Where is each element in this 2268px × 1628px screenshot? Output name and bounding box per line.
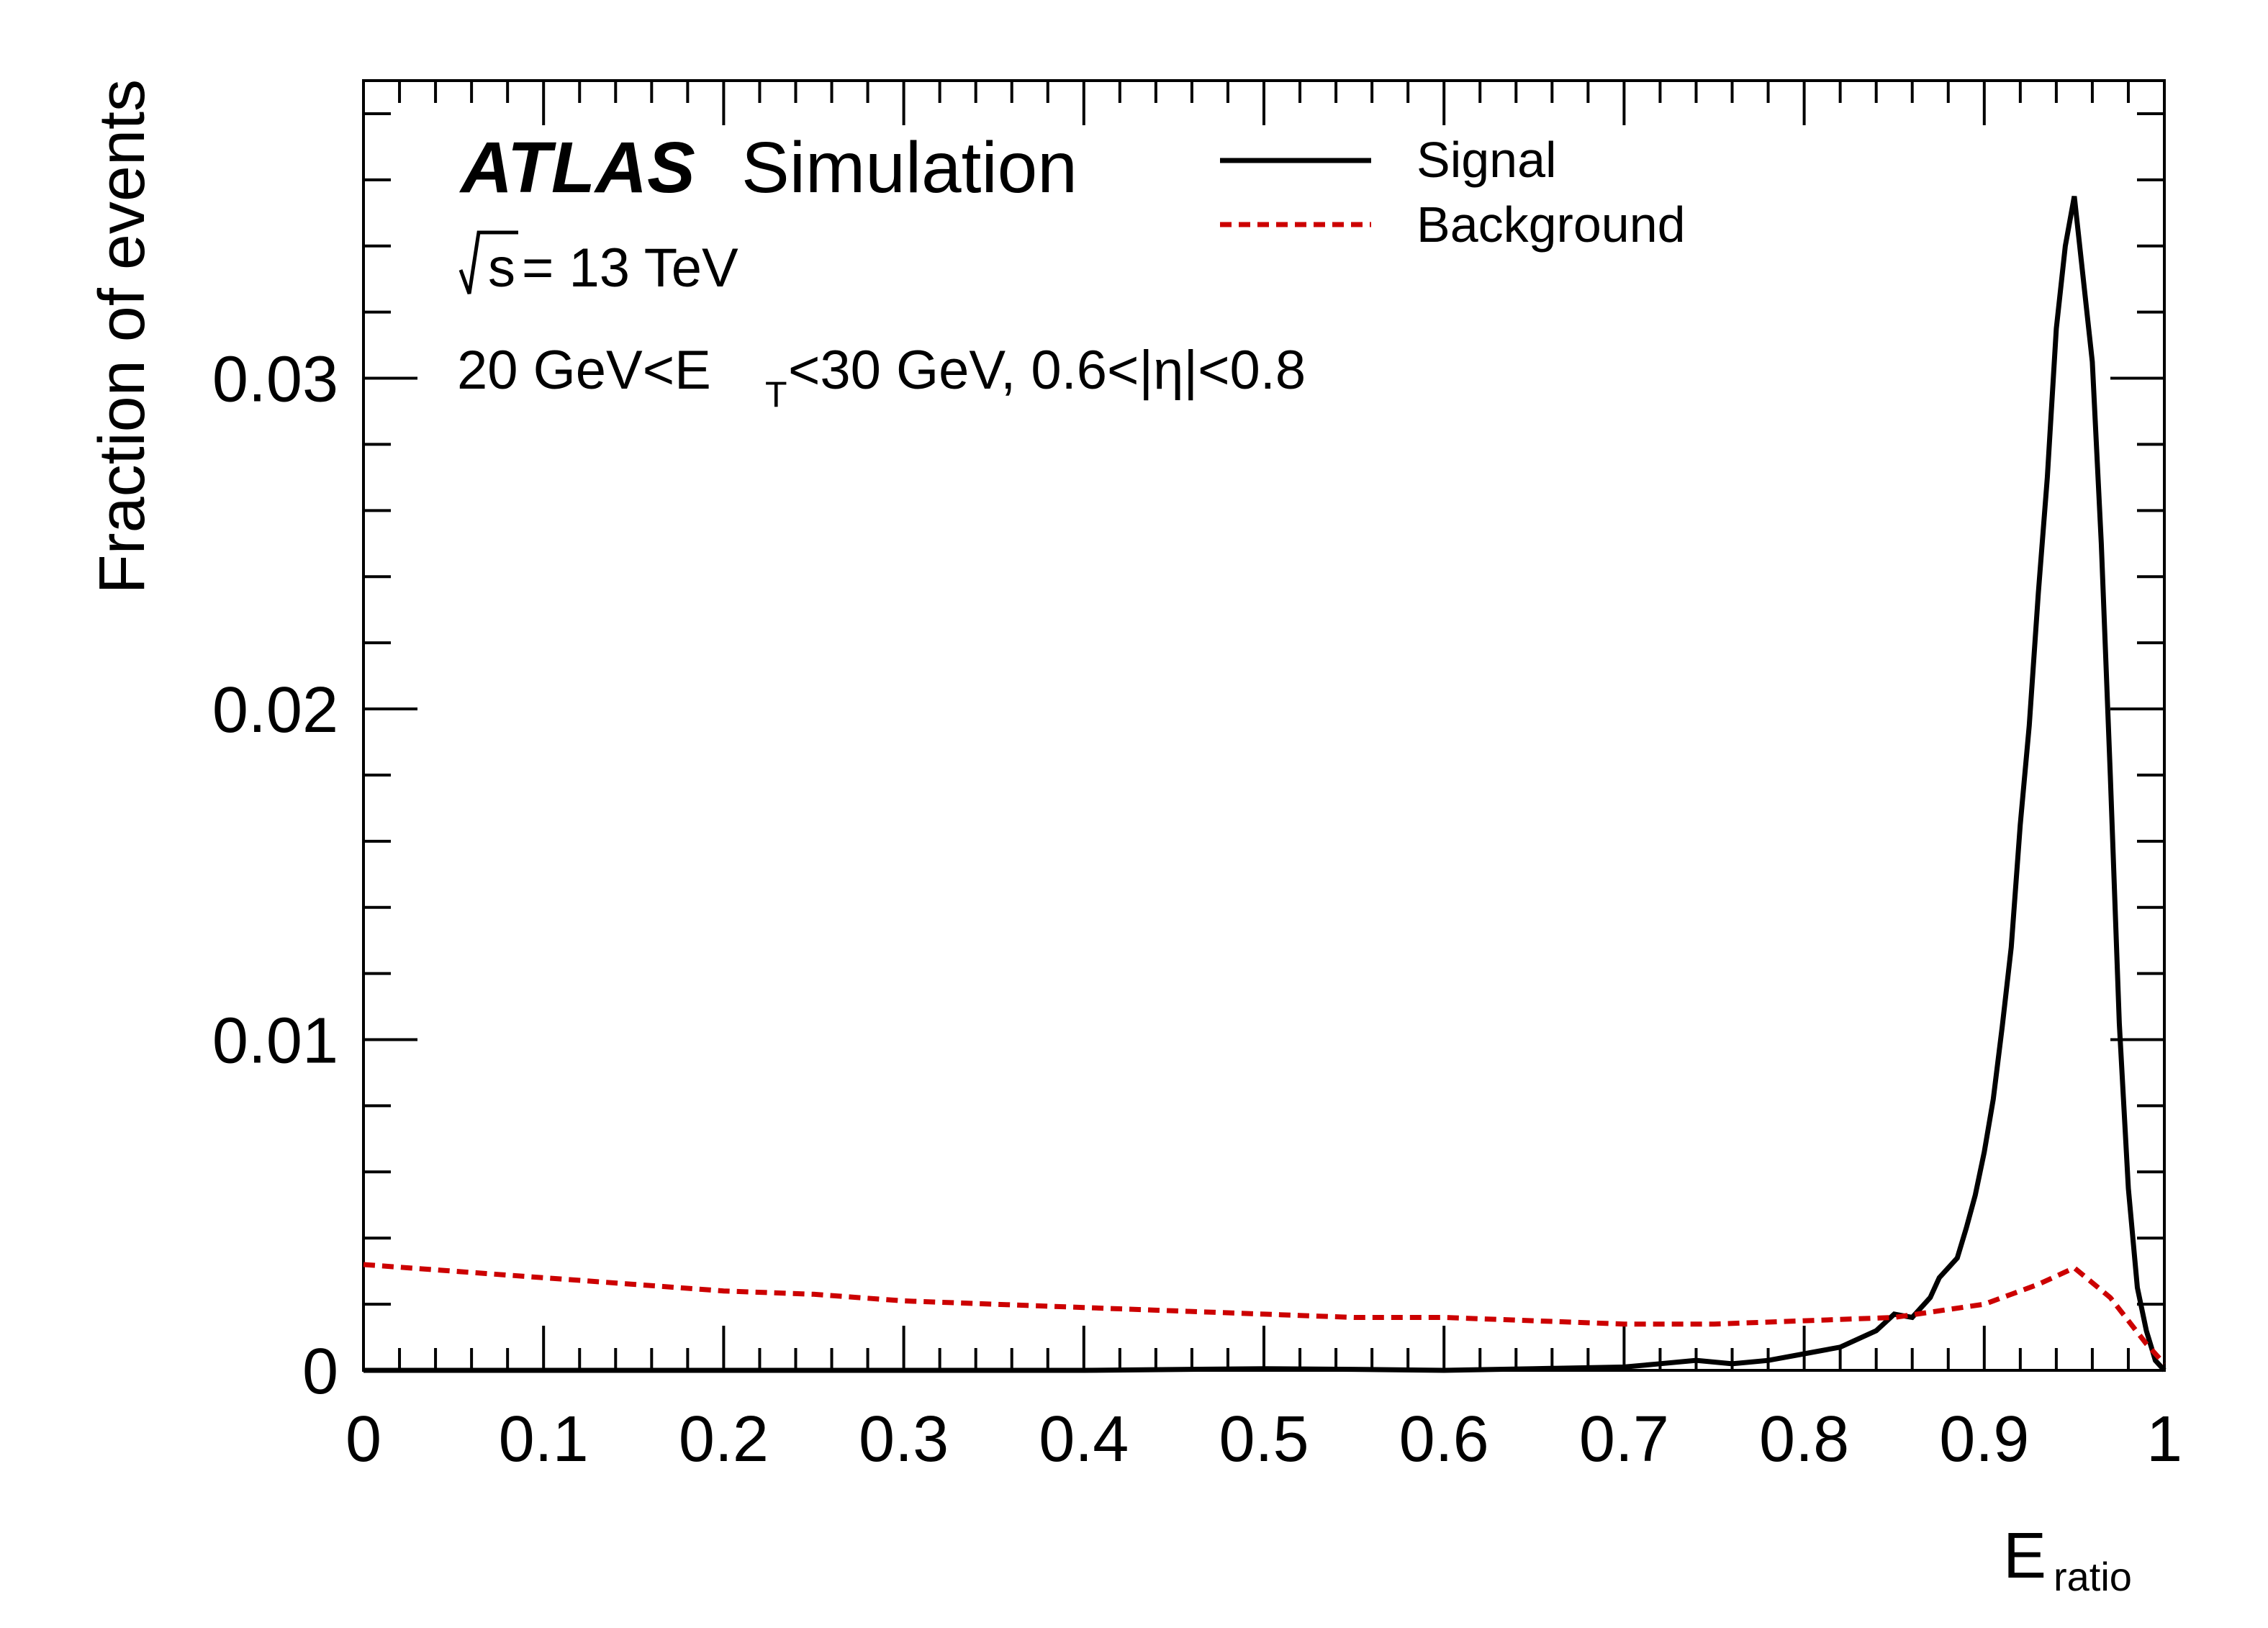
y-axis-title: Fraction of events bbox=[86, 79, 158, 594]
energy-label: s = 13 TeV bbox=[458, 230, 738, 299]
x-tick-label: 0 bbox=[345, 1403, 381, 1475]
x-tick-label: 0.3 bbox=[859, 1403, 949, 1475]
energy-s: s bbox=[488, 238, 515, 299]
x-tick-label: 0.8 bbox=[1759, 1403, 1849, 1475]
x-tick-label: 1 bbox=[2146, 1403, 2182, 1475]
cut-label-sub: T bbox=[765, 374, 787, 415]
cut-label-part1: 20 GeV<E bbox=[457, 340, 711, 401]
x-tick-label: 0.5 bbox=[1219, 1403, 1309, 1475]
legend: Signal Background bbox=[1220, 132, 1686, 253]
y-tick-label: 0.01 bbox=[212, 1005, 338, 1077]
x-axis-title: E ratio bbox=[2003, 1520, 2132, 1599]
x-axis-title-sub: ratio bbox=[2054, 1554, 2132, 1599]
series-layer bbox=[363, 196, 2167, 1373]
x-axis-title-main: E bbox=[2003, 1520, 2046, 1592]
series-line-signal bbox=[363, 196, 2167, 1373]
series-line-background bbox=[363, 1262, 2167, 1366]
x-tick-label: 0.4 bbox=[1039, 1403, 1129, 1475]
y-tick-label: 0 bbox=[302, 1336, 338, 1408]
atlas-experiment: ATLAS bbox=[458, 127, 695, 208]
x-tick-label: 0.2 bbox=[679, 1403, 769, 1475]
y-tick-label: 0.02 bbox=[212, 674, 338, 746]
x-tick-label: 0.9 bbox=[1939, 1403, 2029, 1475]
cut-label: 20 GeV<E T <30 GeV, 0.6<|η|<0.8 bbox=[457, 340, 1306, 415]
atlas-simulation: Simulation bbox=[741, 127, 1077, 208]
x-tick-label: 0.7 bbox=[1579, 1403, 1669, 1475]
energy-value: = 13 TeV bbox=[522, 238, 738, 299]
x-tick-label: 0.1 bbox=[499, 1403, 589, 1475]
y-tick-labels: 0 0.01 0.02 0.03 bbox=[212, 344, 338, 1408]
sqrt-symbol bbox=[458, 230, 518, 294]
axis-ticks bbox=[362, 81, 2166, 1372]
legend-label-background: Background bbox=[1417, 196, 1686, 253]
x-tick-label: 0.6 bbox=[1399, 1403, 1489, 1475]
atlas-label: ATLAS Simulation bbox=[458, 127, 1077, 208]
y-tick-label: 0.03 bbox=[212, 344, 338, 416]
cut-label-part2: <30 GeV, 0.6<|η|<0.8 bbox=[788, 340, 1306, 401]
x-tick-labels: 0 0.1 0.2 0.3 0.4 0.5 0.6 0.7 0.8 0.9 1 bbox=[345, 1403, 2182, 1475]
legend-label-signal: Signal bbox=[1417, 132, 1557, 188]
